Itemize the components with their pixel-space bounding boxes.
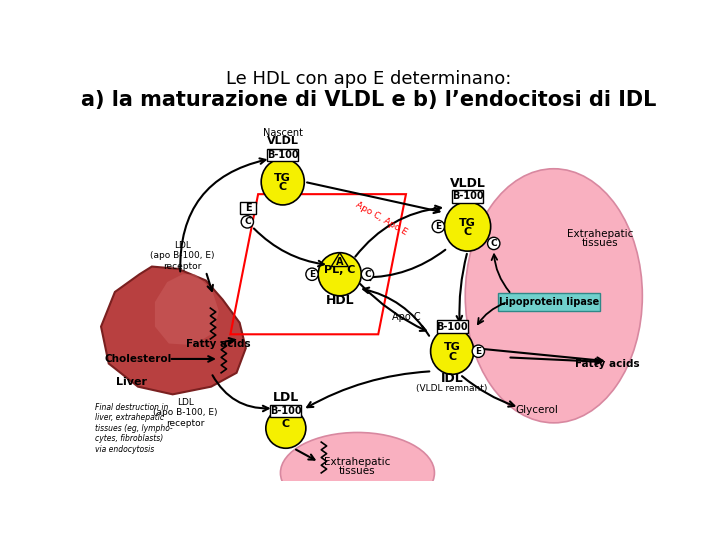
Text: Final destruction in
liver, extrahepatic
tissues (eg, lympho-
cytes, fibroblasts: Final destruction in liver, extrahepatic… xyxy=(95,403,173,454)
Text: Apo C, Apo E: Apo C, Apo E xyxy=(354,200,409,237)
Text: Apo C: Apo C xyxy=(392,312,420,322)
FancyBboxPatch shape xyxy=(240,202,256,214)
Text: C: C xyxy=(364,270,371,279)
Text: PL, C: PL, C xyxy=(324,265,356,275)
Text: Extrahepatic: Extrahepatic xyxy=(567,229,633,239)
Text: A: A xyxy=(336,257,343,267)
Text: E: E xyxy=(475,347,482,356)
Circle shape xyxy=(472,345,485,357)
Text: tissues: tissues xyxy=(339,465,376,476)
Text: tissues: tissues xyxy=(582,239,618,248)
Text: HDL: HDL xyxy=(325,294,354,307)
Text: LDL: LDL xyxy=(273,391,299,404)
Text: (VLDL remnant): (VLDL remnant) xyxy=(416,384,488,393)
FancyBboxPatch shape xyxy=(437,320,467,333)
Text: E: E xyxy=(309,270,315,279)
Circle shape xyxy=(487,237,500,249)
Text: IDL: IDL xyxy=(441,373,464,386)
Text: Nascent: Nascent xyxy=(263,127,302,138)
Text: Cholesterol: Cholesterol xyxy=(104,354,171,364)
Text: C: C xyxy=(279,182,287,192)
Text: a) la maturazione di VLDL e b) l’endocitosi di IDL: a) la maturazione di VLDL e b) l’endocit… xyxy=(81,90,657,110)
Text: Extrahepatic: Extrahepatic xyxy=(324,457,391,467)
Text: Fatty acids: Fatty acids xyxy=(186,339,251,348)
Text: C: C xyxy=(448,352,456,362)
Polygon shape xyxy=(155,274,219,345)
Text: Glycerol: Glycerol xyxy=(516,405,558,415)
Text: E: E xyxy=(245,203,251,213)
Text: C: C xyxy=(464,227,472,237)
FancyBboxPatch shape xyxy=(267,148,298,161)
Text: Le HDL con apo E determinano:: Le HDL con apo E determinano: xyxy=(226,70,512,87)
Text: B-100: B-100 xyxy=(270,406,302,416)
Ellipse shape xyxy=(261,159,305,205)
Ellipse shape xyxy=(318,253,361,296)
Polygon shape xyxy=(331,253,348,267)
Text: VLDL: VLDL xyxy=(267,136,299,146)
Text: B-100: B-100 xyxy=(451,192,483,201)
Polygon shape xyxy=(101,267,246,394)
Ellipse shape xyxy=(266,408,306,448)
Circle shape xyxy=(361,268,374,280)
Text: C: C xyxy=(490,239,497,248)
Text: Fatty acids: Fatty acids xyxy=(575,359,640,369)
Text: TG: TG xyxy=(274,173,291,183)
Circle shape xyxy=(306,268,318,280)
Text: E: E xyxy=(435,222,441,231)
Text: B-100: B-100 xyxy=(436,322,468,332)
Text: Liver: Liver xyxy=(117,377,148,387)
Ellipse shape xyxy=(281,433,434,514)
Text: LDL
(apo B-100, E)
receptor: LDL (apo B-100, E) receptor xyxy=(150,241,215,271)
FancyBboxPatch shape xyxy=(452,190,483,202)
Text: VLDL: VLDL xyxy=(449,177,485,190)
Text: TG: TG xyxy=(444,342,461,353)
Circle shape xyxy=(241,215,253,228)
Text: Lipoprotein lipase: Lipoprotein lipase xyxy=(499,297,599,307)
FancyBboxPatch shape xyxy=(271,405,301,417)
Text: C: C xyxy=(244,218,251,226)
Text: B-100: B-100 xyxy=(267,150,299,160)
Text: LDL
(apo B-100, E)
receptor: LDL (apo B-100, E) receptor xyxy=(153,398,218,428)
Ellipse shape xyxy=(431,328,474,374)
FancyBboxPatch shape xyxy=(498,293,600,311)
Ellipse shape xyxy=(444,202,490,251)
Ellipse shape xyxy=(465,168,642,423)
Text: C: C xyxy=(282,420,290,429)
Text: TG: TG xyxy=(459,218,476,228)
Circle shape xyxy=(432,220,444,233)
